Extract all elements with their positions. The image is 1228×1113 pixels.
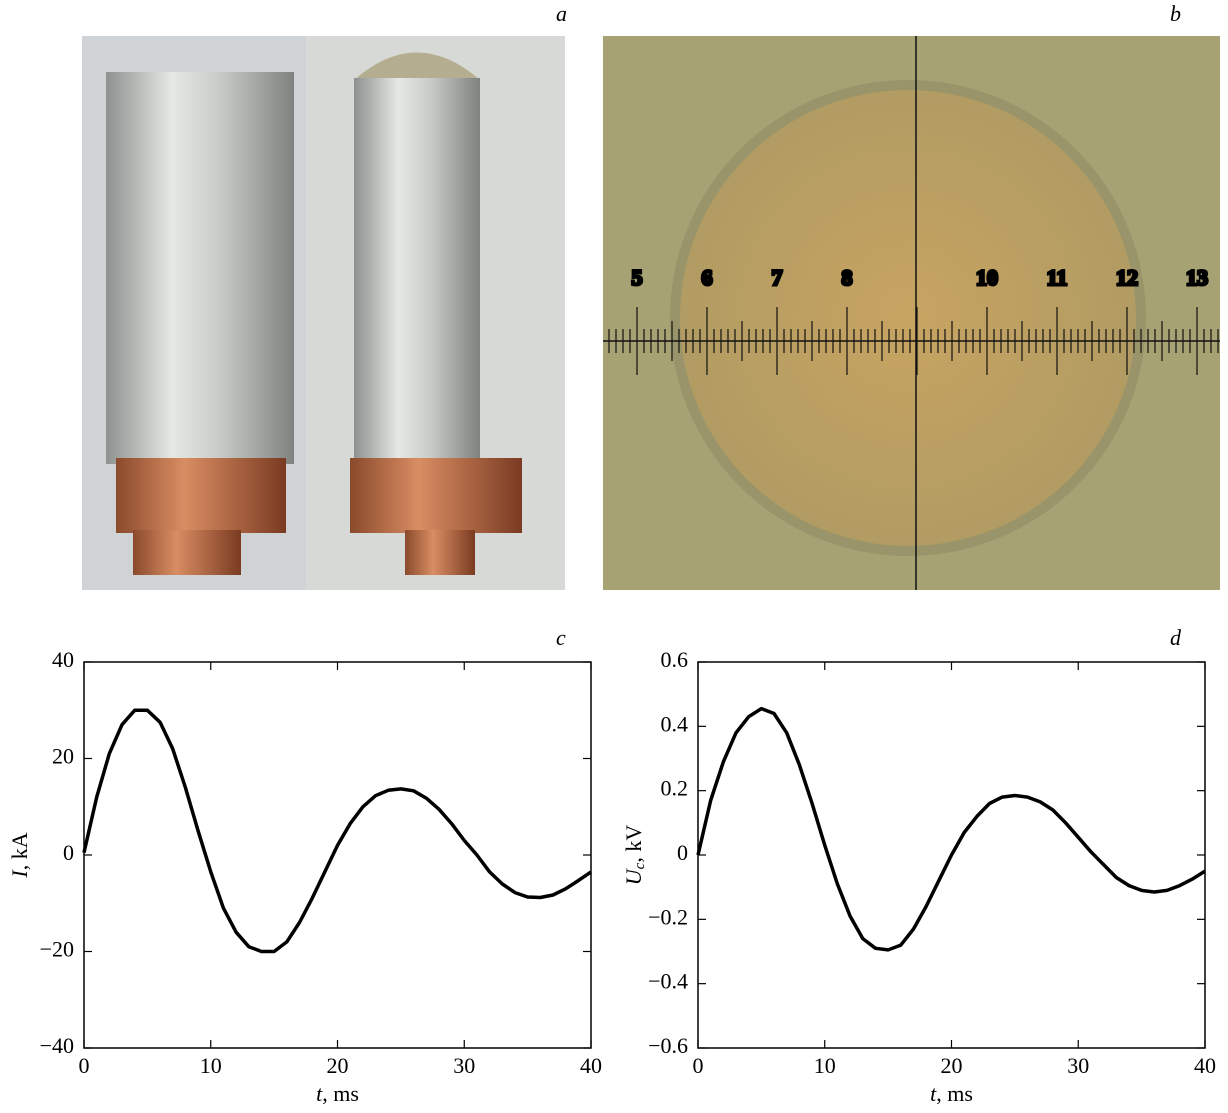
y-tick-label: 0 xyxy=(677,840,688,865)
scale-label: 5 xyxy=(632,265,643,290)
panel-label: d xyxy=(1170,625,1182,650)
panel-label: c xyxy=(556,625,566,650)
x-axis-label: t, ms xyxy=(930,1081,973,1106)
x-tick-label: 40 xyxy=(1194,1053,1216,1078)
y-tick-label: −0.2 xyxy=(648,904,688,929)
y-tick-label: −0.4 xyxy=(648,969,688,994)
scale-label: 12 xyxy=(1116,265,1138,290)
scale-label: 11 xyxy=(1047,265,1068,290)
y-tick-label: 20 xyxy=(52,744,74,769)
y-axis-label: I, kA xyxy=(7,832,32,878)
y-tick-label: 0.6 xyxy=(661,647,689,672)
scale-label: 8 xyxy=(842,265,853,290)
y-tick-label: −40 xyxy=(40,1033,74,1058)
x-tick-label: 0 xyxy=(79,1053,90,1078)
x-tick-label: 30 xyxy=(453,1053,475,1078)
x-tick-label: 30 xyxy=(1067,1053,1089,1078)
y-label-unit: , kA xyxy=(7,832,32,870)
x-label-unit: , ms xyxy=(936,1081,973,1106)
y-axis-label: Uc, kV xyxy=(621,825,648,886)
x-tick-label: 40 xyxy=(580,1053,602,1078)
photo-a xyxy=(82,36,565,590)
y-label-subscript: c xyxy=(632,862,648,869)
y-tick-label: 0.4 xyxy=(661,711,689,736)
x-label-unit: , ms xyxy=(322,1081,359,1106)
scale-label: 10 xyxy=(976,265,998,290)
y-label-symbol: I xyxy=(7,869,32,879)
scale-label: 7 xyxy=(772,265,783,290)
y-label-unit: , kV xyxy=(621,825,646,863)
scale-label: 13 xyxy=(1186,265,1208,290)
x-label-symbol: t xyxy=(930,1081,937,1106)
x-tick-label: 20 xyxy=(327,1053,349,1078)
x-tick-label: 10 xyxy=(814,1053,836,1078)
x-axis-label: t, ms xyxy=(316,1081,359,1106)
y-tick-label: 0 xyxy=(63,840,74,865)
x-tick-label: 10 xyxy=(200,1053,222,1078)
panel-label: b xyxy=(1170,1,1181,26)
panel-label: a xyxy=(556,1,567,26)
photo-b xyxy=(603,36,1220,590)
data-line xyxy=(696,706,1206,952)
y-tick-label: −0.6 xyxy=(648,1033,688,1058)
x-label-symbol: t xyxy=(316,1081,323,1106)
scale-label: 6 xyxy=(702,265,713,290)
y-tick-label: −20 xyxy=(40,937,74,962)
x-tick-label: 20 xyxy=(941,1053,963,1078)
y-tick-label: 0.2 xyxy=(661,776,689,801)
y-label-symbol: U xyxy=(621,867,646,885)
x-tick-label: 0 xyxy=(693,1053,704,1078)
data-line xyxy=(82,708,592,954)
y-tick-label: 40 xyxy=(52,647,74,672)
